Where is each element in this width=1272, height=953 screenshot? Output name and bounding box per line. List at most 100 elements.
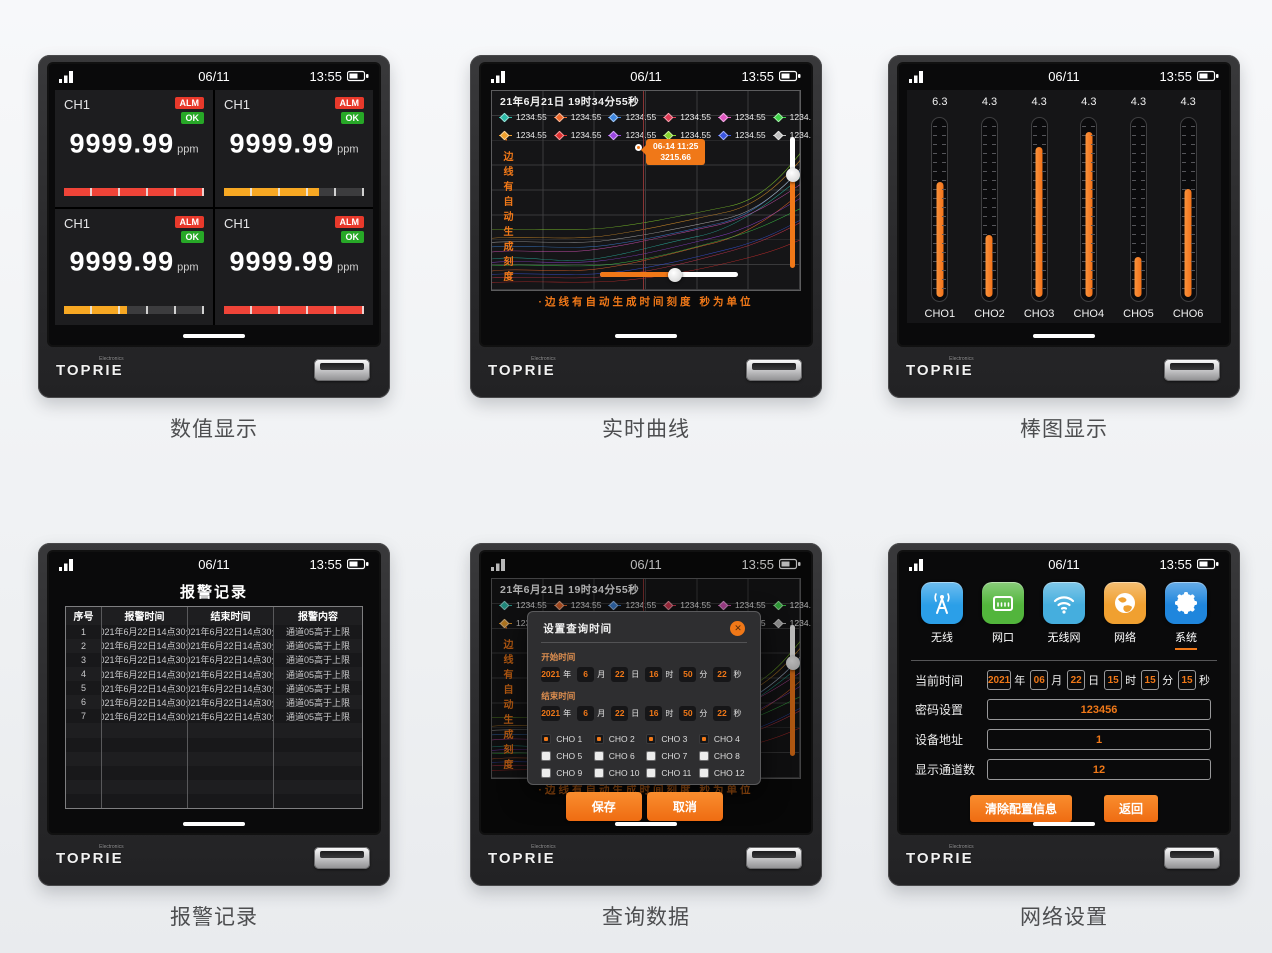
table-empty-row bbox=[66, 793, 362, 809]
brand-sub-label: Electronics bbox=[949, 843, 974, 850]
second-field[interactable]: 15 bbox=[1178, 670, 1197, 690]
tab-wifi[interactable]: 无线网 bbox=[1037, 582, 1091, 650]
ok-badge: OK bbox=[340, 112, 364, 124]
minute-field[interactable]: 50 bbox=[679, 667, 697, 682]
value-scroll-slider[interactable] bbox=[785, 624, 800, 757]
channel-count-field[interactable]: 12 bbox=[987, 759, 1211, 780]
cancel-button[interactable]: 取消 bbox=[646, 792, 723, 821]
back-button[interactable]: 返回 bbox=[1104, 795, 1159, 822]
series-marker-icon bbox=[553, 600, 567, 610]
channel-checkbox[interactable]: CHO 5 bbox=[541, 751, 590, 761]
value-scroll-slider[interactable] bbox=[785, 136, 800, 269]
time-scroll-slider[interactable] bbox=[599, 267, 739, 282]
panel-caption: 报警记录 bbox=[170, 906, 258, 929]
close-icon[interactable]: ✕ bbox=[730, 621, 746, 636]
channel-checkbox[interactable]: CHO 12 bbox=[698, 768, 748, 778]
channel-checkbox[interactable]: CHO 8 bbox=[698, 751, 748, 761]
device-address-field[interactable]: 1 bbox=[987, 729, 1211, 750]
tab-ethernet[interactable]: 网口 bbox=[976, 582, 1030, 650]
channel-checkbox[interactable]: CHO 3 bbox=[646, 734, 695, 744]
day-field[interactable]: 22 bbox=[611, 706, 629, 721]
panel-caption: 网络设置 bbox=[1020, 906, 1108, 929]
year-field[interactable]: 2021 bbox=[541, 706, 561, 721]
minute-field[interactable]: 15 bbox=[1141, 670, 1160, 690]
ethernet-icon bbox=[982, 582, 1024, 624]
checkbox-icon bbox=[698, 768, 709, 778]
year-field[interactable]: 2021 bbox=[541, 667, 561, 682]
channel-checkbox[interactable]: CHO 4 bbox=[698, 734, 748, 744]
panel-bar-display: 06/11 13:55 6.3 CHO1 4.3 bbox=[888, 55, 1240, 455]
tab-wireless[interactable]: 无线 bbox=[915, 582, 969, 650]
table-row: 12021年6月22日14点30分2021年6月22日14点30分通道05高于上… bbox=[66, 624, 362, 639]
alarm-badge: ALM bbox=[334, 97, 364, 109]
home-indicator bbox=[615, 822, 677, 826]
recorder-device: 06/11 13:55 bbox=[888, 543, 1240, 886]
checkbox-icon bbox=[698, 734, 709, 744]
value-scroll-handle[interactable] bbox=[785, 167, 800, 182]
time-scroll-handle[interactable] bbox=[667, 267, 682, 282]
channel-checkbox[interactable]: CHO 6 bbox=[593, 751, 643, 761]
checkbox-icon bbox=[593, 751, 604, 761]
time-scroll-fill bbox=[599, 272, 675, 277]
panel-network-settings: 06/11 13:55 bbox=[888, 543, 1240, 943]
home-indicator bbox=[183, 822, 245, 826]
channel-value: 9999.99 bbox=[229, 128, 335, 159]
legend-item: 1234.55 bbox=[492, 127, 547, 143]
status-date: 06/11 bbox=[1048, 68, 1080, 84]
status-date: 06/11 bbox=[198, 68, 230, 84]
channel-checkbox[interactable]: CHO 9 bbox=[541, 768, 590, 778]
status-date: 06/11 bbox=[630, 68, 662, 84]
clear-config-button[interactable]: 清除配置信息 bbox=[969, 795, 1072, 822]
channel-unit: ppm bbox=[177, 143, 199, 156]
checkbox-icon bbox=[541, 734, 552, 744]
channel-card: CH1 ALM OK 9999.99 ppm bbox=[215, 90, 373, 207]
channel-checkbox[interactable]: CHO 2 bbox=[593, 734, 643, 744]
day-field[interactable]: 22 bbox=[1067, 670, 1086, 690]
channel-checkbox[interactable]: CHO 11 bbox=[646, 768, 695, 778]
brand-logo: Electronics TOPRIE bbox=[56, 356, 124, 379]
channel-checkbox[interactable]: CHO 7 bbox=[646, 751, 695, 761]
table-empty-row bbox=[66, 779, 362, 794]
legend-item: 1234.55 bbox=[766, 597, 811, 613]
save-button[interactable]: 保存 bbox=[565, 792, 642, 821]
year-field[interactable]: 2021 bbox=[987, 670, 1012, 690]
legend-item: 1234.55 bbox=[492, 597, 547, 613]
hour-field[interactable]: 16 bbox=[645, 667, 663, 682]
channel-count-row: 显示通道数 12 bbox=[915, 759, 1215, 780]
legend-item: 1234.55 bbox=[547, 127, 601, 143]
status-bar: 06/11 13:55 bbox=[49, 64, 379, 88]
series-marker-icon bbox=[717, 112, 731, 122]
brand-name: TOPRIE bbox=[488, 849, 556, 867]
channel-checkbox[interactable]: CHO 10 bbox=[593, 768, 643, 778]
legend-item: 1234.55 bbox=[547, 597, 601, 613]
month-field[interactable]: 06 bbox=[1030, 670, 1049, 690]
channel-unit: ppm bbox=[337, 261, 359, 274]
brand-logo: Electronics TOPRIE bbox=[906, 844, 974, 867]
password-field[interactable]: 123456 bbox=[987, 699, 1211, 720]
value-scroll-handle[interactable] bbox=[785, 655, 800, 670]
hour-field[interactable]: 15 bbox=[1104, 670, 1123, 690]
second-field[interactable]: 22 bbox=[713, 667, 731, 682]
month-field[interactable]: 6 bbox=[577, 706, 595, 721]
month-field[interactable]: 6 bbox=[577, 667, 595, 682]
channel-value: 9999.99 bbox=[69, 128, 175, 159]
tab-system[interactable]: 系统 bbox=[1159, 582, 1213, 650]
minute-field[interactable]: 50 bbox=[679, 706, 697, 721]
series-marker-icon bbox=[499, 112, 512, 122]
checkbox-icon bbox=[698, 751, 709, 761]
brand-sub-label: Electronics bbox=[99, 843, 124, 850]
channel-value: 9999.99 bbox=[69, 246, 175, 277]
legend-item: 1234.55 bbox=[601, 597, 656, 613]
channel-name: CH1 bbox=[64, 97, 91, 112]
brand-sub-label: Electronics bbox=[949, 355, 974, 362]
hour-field[interactable]: 16 bbox=[645, 706, 663, 721]
second-field[interactable]: 22 bbox=[713, 706, 731, 721]
tab-network[interactable]: 网络 bbox=[1098, 582, 1152, 650]
status-time: 13:55 bbox=[1159, 556, 1192, 572]
channel-checkbox[interactable]: CHO 1 bbox=[541, 734, 590, 744]
day-field[interactable]: 22 bbox=[611, 667, 629, 682]
status-bar: 06/11 13:55 bbox=[49, 552, 379, 576]
bar-label: CHO4 bbox=[1073, 308, 1105, 320]
sd-card-slot bbox=[1164, 359, 1220, 381]
